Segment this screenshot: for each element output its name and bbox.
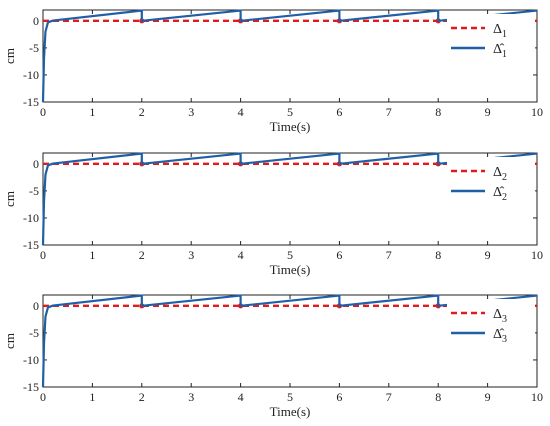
legend-entry: Δ3	[493, 307, 507, 325]
x-tick-label: 3	[188, 105, 194, 119]
x-tick-label: 1	[89, 390, 95, 404]
x-tick-label: 9	[485, 390, 491, 404]
legend-entry-base: Δ̂	[493, 42, 505, 57]
y-tick-label: 0	[33, 299, 39, 313]
y-tick-label: -15	[23, 238, 39, 252]
x-tick-label: 7	[386, 105, 392, 119]
y-tick-label: -5	[29, 326, 39, 340]
series-delta-hat-1	[41, 9, 538, 103]
legend-entry-subscript: 3	[502, 334, 507, 345]
x-axis-label: Time(s)	[270, 404, 311, 419]
x-tick-label: 8	[435, 248, 441, 262]
x-tick-label: 4	[238, 248, 244, 262]
legend-entry-subscript: 2	[502, 172, 507, 183]
x-tick-label: 10	[531, 105, 543, 119]
y-axis-label: cm	[2, 48, 17, 64]
x-tick-label: 9	[485, 105, 491, 119]
legend-box-3	[447, 299, 535, 345]
legend-entry-subscript: 3	[502, 314, 507, 325]
legend-box-1	[447, 14, 535, 60]
x-tick-label: 1	[89, 105, 95, 119]
x-tick-label: 0	[40, 390, 46, 404]
legend-entry-base: Δ̂	[493, 327, 505, 342]
x-tick-label: 5	[287, 248, 293, 262]
legend-entry: Δ̂2	[493, 185, 507, 203]
legend-entry-base: Δ̂	[493, 185, 505, 200]
series-delta-hat-3	[41, 294, 538, 388]
x-tick-label: 0	[40, 248, 46, 262]
x-tick-label: 3	[188, 390, 194, 404]
legend-entry-base: Δ	[493, 165, 502, 180]
x-tick-label: 8	[435, 390, 441, 404]
x-tick-label: 5	[287, 105, 293, 119]
legend-entry: Δ̂1	[493, 42, 507, 60]
x-tick-label: 10	[531, 390, 543, 404]
legend-entry: Δ2	[493, 165, 507, 183]
x-tick-label: 0	[40, 105, 46, 119]
y-tick-label: -10	[23, 211, 39, 225]
x-tick-label: 2	[139, 105, 145, 119]
legend-entry-subscript: 2	[502, 192, 507, 203]
y-axis-label: cm	[2, 191, 17, 207]
legend-entry-base: Δ	[493, 307, 502, 322]
y-tick-label: -10	[23, 68, 39, 82]
legend-entry-subscript: 1	[502, 29, 507, 40]
x-tick-label: 5	[287, 390, 293, 404]
x-tick-label: 4	[238, 390, 244, 404]
series-delta-hat-2	[41, 152, 538, 246]
y-tick-label: -5	[29, 41, 39, 55]
x-tick-label: 10	[531, 248, 543, 262]
y-axis-label: cm	[2, 333, 17, 349]
legend-entry: Δ̂3	[493, 327, 507, 345]
x-tick-label: 6	[336, 105, 342, 119]
x-tick-label: 3	[188, 248, 194, 262]
x-axis-label: Time(s)	[270, 262, 311, 277]
x-tick-label: 2	[139, 390, 145, 404]
legend-box-2	[447, 157, 535, 203]
legend-entry: Δ1	[493, 22, 507, 40]
x-tick-label: 6	[336, 248, 342, 262]
x-tick-label: 7	[386, 248, 392, 262]
y-tick-label: 0	[33, 157, 39, 171]
x-tick-label: 6	[336, 390, 342, 404]
x-tick-label: 7	[386, 390, 392, 404]
y-tick-label: -10	[23, 353, 39, 367]
y-tick-label: -15	[23, 95, 39, 109]
y-tick-label: -15	[23, 380, 39, 394]
x-tick-label: 8	[435, 105, 441, 119]
x-tick-label: 2	[139, 248, 145, 262]
y-tick-label: 0	[33, 14, 39, 28]
x-tick-label: 9	[485, 248, 491, 262]
x-axis-label: Time(s)	[270, 119, 311, 134]
legend-entry-base: Δ	[493, 22, 502, 37]
y-tick-label: -5	[29, 184, 39, 198]
x-tick-label: 1	[89, 248, 95, 262]
x-tick-label: 4	[238, 105, 244, 119]
legend-entry-subscript: 1	[502, 49, 507, 60]
